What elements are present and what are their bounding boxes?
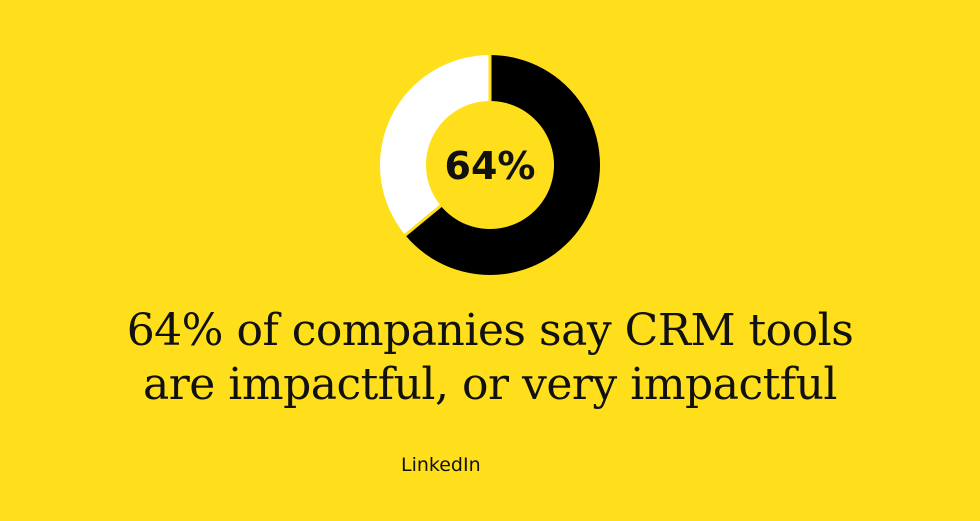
headline-line-1: 64% of companies say CRM tools — [126, 305, 854, 356]
donut-chart: 64% — [380, 55, 600, 275]
donut-slice-1 — [405, 55, 600, 275]
headline: 64% of companies say CRM tools are impac… — [0, 304, 980, 412]
headline-line-2: are impactful, or very impactful — [143, 359, 837, 410]
donut-slice-2 — [380, 55, 490, 236]
source-label: LinkedIn — [401, 454, 481, 476]
donut-slices — [380, 55, 600, 275]
donut-center-label: 64% — [445, 144, 536, 188]
donut-chart-svg: 64% — [380, 55, 600, 275]
donut-slice-separator-2 — [403, 204, 443, 237]
